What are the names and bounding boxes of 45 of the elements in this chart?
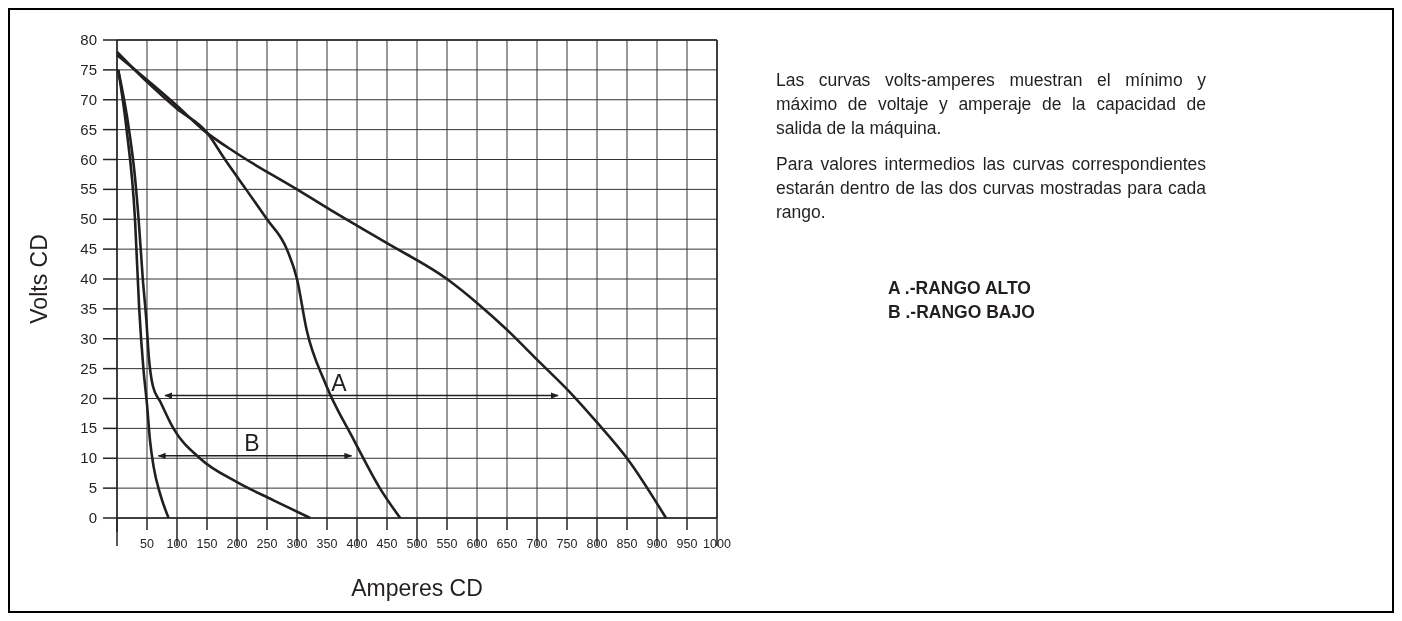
x-tick-label: 700 [526, 537, 548, 551]
y-tick-label: 45 [80, 240, 97, 258]
text: A .-RANGO ALTO [888, 277, 1032, 300]
y-tick-label: 15 [80, 419, 97, 437]
y-tick-label: 65 [80, 120, 97, 138]
text: Para valores intermedios las curvas correspondientes estarán dentro de las dos curvas mostradas para cada rango. [776, 153, 1206, 224]
x-tick-label: 800 [586, 537, 608, 551]
y-tick-label: 60 [80, 150, 97, 168]
y-axis-title: Volts CD [26, 234, 52, 324]
x-tick-label: 550 [436, 537, 458, 551]
x-tick-label: 450 [376, 537, 398, 551]
y-tick-label: 10 [80, 449, 97, 467]
y-tick-label: 40 [80, 270, 97, 287]
x-tick-label: 650 [496, 537, 518, 551]
annotation: B [244, 429, 260, 456]
x-tick-label: 100 [166, 537, 188, 551]
x-tick-label: 50 [140, 537, 154, 551]
x-tick-label: 250 [256, 537, 278, 551]
y-tick-label: 80 [80, 31, 97, 48]
y-tick-label: 55 [80, 180, 97, 198]
y-tick-label: 25 [80, 359, 97, 377]
text: Las curvas volts-amperes muestran el mínimo y máximo de voltaje y amperaje de la capacidad de salida de la máquina. [776, 69, 1206, 140]
y-tick-label: 5 [88, 479, 97, 497]
y-tick-label: 50 [80, 210, 97, 228]
x-tick-label: 150 [196, 537, 218, 551]
y-tick-label: 0 [88, 509, 97, 526]
x-tick-label: 300 [286, 537, 308, 551]
x-tick-label: 950 [676, 537, 698, 551]
x-tick-label: 400 [346, 537, 368, 551]
x-tick-label: 750 [556, 537, 578, 551]
x-tick-label: 850 [616, 537, 638, 551]
y-tick-label: 35 [80, 299, 97, 317]
y-tick-label: 30 [80, 329, 97, 347]
y-tick-label: 75 [80, 60, 97, 78]
x-tick-label: 350 [316, 537, 338, 551]
x-tick-label: 600 [466, 537, 488, 551]
x-tick-label: 200 [226, 537, 248, 551]
x-tick-label: 1000 [703, 537, 731, 551]
annotation: A [331, 369, 348, 396]
y-tick-label: 70 [80, 90, 97, 108]
y-tick-label: 20 [80, 389, 97, 407]
x-axis-title: Amperes CD [351, 575, 483, 601]
x-tick-label: 500 [406, 537, 428, 551]
x-tick-label: 900 [646, 537, 668, 551]
text: B .-RANGO BAJO [888, 301, 1036, 324]
